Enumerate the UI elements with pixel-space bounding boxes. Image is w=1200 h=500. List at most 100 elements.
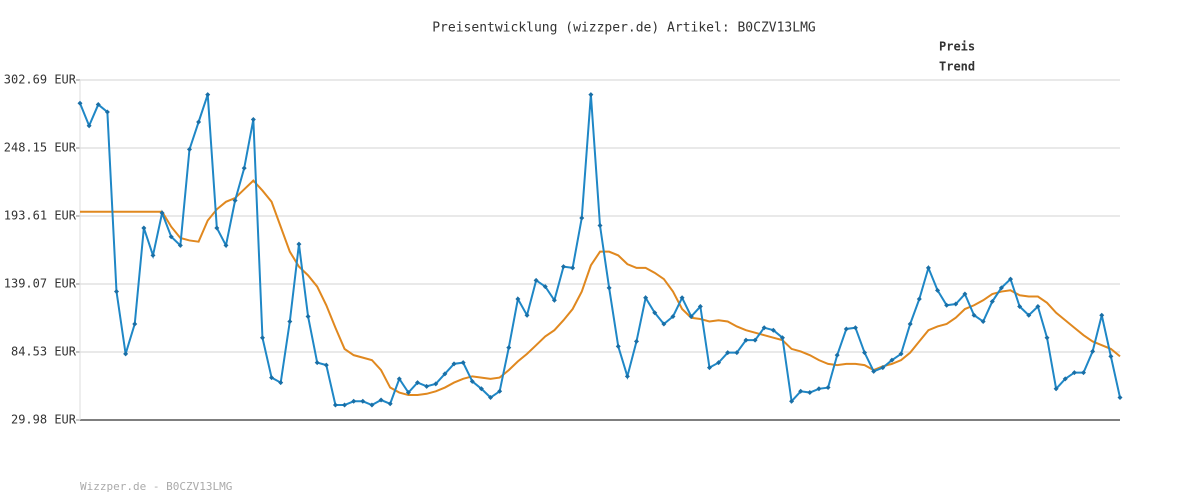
point-marker: [971, 312, 977, 318]
point-marker: [779, 335, 785, 341]
point-marker: [150, 252, 156, 258]
point-marker: [360, 398, 366, 404]
point-marker: [223, 242, 229, 248]
y-tick-label: 302.69 EUR: [4, 73, 77, 87]
point-marker: [551, 297, 557, 303]
point-marker: [323, 362, 329, 368]
point-marker: [624, 373, 630, 379]
point-marker: [935, 287, 941, 293]
point-marker: [862, 350, 868, 356]
point-marker: [1117, 395, 1123, 401]
point-marker: [1071, 370, 1077, 376]
point-marker: [506, 345, 512, 351]
point-marker: [871, 368, 877, 374]
point-marker: [643, 295, 649, 301]
point-marker: [998, 285, 1004, 291]
point-marker: [86, 123, 92, 129]
point-marker: [405, 390, 411, 396]
point-marker: [232, 198, 238, 204]
point-marker: [807, 390, 813, 396]
chart-title: Preisentwicklung (wizzper.de) Artikel: B…: [432, 21, 816, 36]
point-marker: [798, 388, 804, 394]
point-marker: [424, 383, 430, 389]
point-marker: [214, 225, 220, 231]
point-marker: [570, 265, 576, 271]
point-marker: [488, 395, 494, 401]
point-marker: [606, 285, 612, 291]
point-marker: [296, 241, 302, 247]
point-marker: [661, 321, 667, 327]
point-marker: [77, 100, 83, 106]
point-marker: [497, 388, 503, 394]
point-marker: [305, 313, 311, 319]
point-marker: [907, 321, 913, 327]
point-marker: [597, 222, 603, 228]
point-marker: [725, 350, 731, 356]
point-marker: [259, 335, 265, 341]
point-marker: [196, 119, 202, 125]
point-marker: [980, 318, 986, 324]
point-marker: [843, 326, 849, 332]
point-marker: [1081, 370, 1087, 376]
point-marker: [962, 291, 968, 297]
point-marker: [460, 360, 466, 366]
point-marker: [451, 361, 457, 367]
y-tick-label: 248.15 EUR: [4, 140, 77, 154]
footer: Wizzper.de - B0CZV13LMG: [80, 480, 232, 493]
point-marker: [123, 351, 129, 357]
point-marker: [533, 277, 539, 283]
point-marker: [469, 378, 475, 384]
point-marker: [314, 360, 320, 366]
point-marker: [342, 402, 348, 408]
point-marker: [652, 310, 658, 316]
point-marker: [825, 385, 831, 391]
point-marker: [898, 351, 904, 357]
point-marker: [925, 265, 931, 271]
point-marker: [770, 327, 776, 333]
point-marker: [287, 318, 293, 324]
line-0: [79, 94, 1121, 407]
point-marker: [743, 337, 749, 343]
point-marker: [524, 312, 530, 318]
point-marker: [1108, 353, 1114, 359]
point-marker: [1099, 312, 1105, 318]
point-marker: [186, 146, 192, 152]
point-marker: [433, 381, 439, 387]
point-marker: [241, 165, 247, 171]
point-marker: [159, 210, 165, 216]
point-marker: [880, 365, 886, 371]
point-marker: [442, 371, 448, 377]
point-marker: [953, 301, 959, 307]
point-marker: [332, 402, 338, 408]
y-tick-label: 193.61 EUR: [4, 208, 77, 222]
y-tick-label: 84.53 EUR: [11, 344, 77, 358]
point-marker: [588, 92, 594, 98]
line-1: [80, 179, 1121, 397]
point-marker: [706, 365, 712, 371]
point-marker: [1053, 386, 1059, 392]
point-marker: [816, 386, 822, 392]
legend-entry: Trend: [939, 60, 975, 74]
point-marker: [415, 380, 421, 386]
point-marker: [1008, 276, 1014, 282]
point-marker: [944, 302, 950, 308]
point-marker: [688, 313, 694, 319]
point-marker: [278, 380, 284, 386]
point-marker: [670, 313, 676, 319]
point-marker: [1026, 312, 1032, 318]
point-marker: [716, 360, 722, 366]
point-marker: [1044, 335, 1050, 341]
point-marker: [889, 357, 895, 363]
point-marker: [396, 376, 402, 382]
point-marker: [679, 295, 685, 301]
point-marker: [369, 402, 375, 408]
point-marker: [561, 264, 567, 270]
point-marker: [852, 325, 858, 331]
point-marker: [104, 109, 110, 115]
point-marker: [515, 296, 521, 302]
point-marker: [141, 225, 147, 231]
point-marker: [834, 352, 840, 358]
point-marker: [95, 102, 101, 108]
point-marker: [1017, 304, 1023, 310]
